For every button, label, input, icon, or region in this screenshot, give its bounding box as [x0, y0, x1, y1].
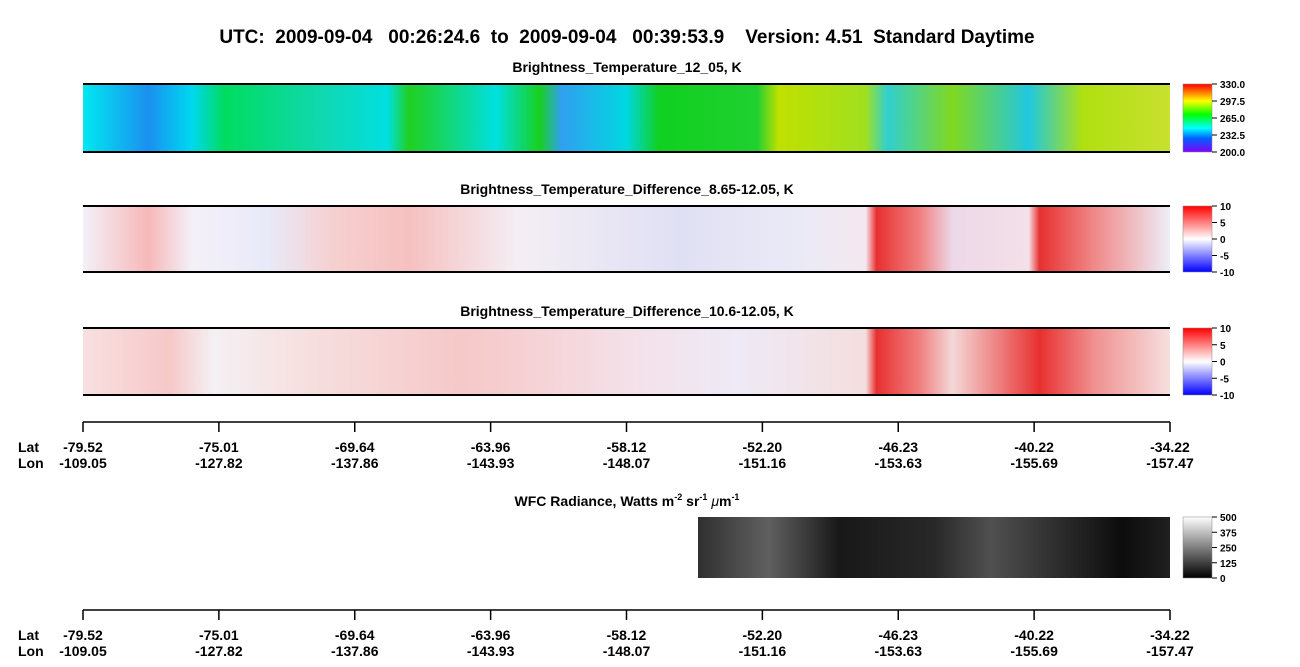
lat-tick-label: -46.23	[878, 439, 918, 455]
panel-title: Brightness_Temperature_Difference_10.6-1…	[460, 303, 794, 319]
lon-tick-label: -157.47	[1146, 643, 1194, 659]
superscript: -1	[731, 492, 739, 502]
lat-tick-label: -75.01	[199, 627, 239, 643]
lon-tick-label: -109.05	[59, 455, 107, 471]
colorbar-label: -5	[1220, 374, 1229, 385]
colorbar-label: 232.5	[1220, 131, 1245, 142]
lat-tick-label: -63.96	[471, 439, 511, 455]
lon-tick-label: -155.69	[1010, 455, 1058, 471]
lat-tick-label: -40.22	[1014, 627, 1054, 643]
colorbar-label: 10	[1220, 324, 1232, 335]
lat-tick-label: -63.96	[471, 627, 511, 643]
lat-tick-label: -52.20	[743, 627, 783, 643]
wfc-title: WFC Radiance, Watts m-2 sr-1 μm-1	[515, 492, 740, 509]
colorbar-label: 5	[1220, 341, 1226, 352]
lat-label: Lat	[18, 627, 39, 643]
colorbar-label: 0	[1220, 574, 1226, 585]
panel-title: Brightness_Temperature_Difference_8.65-1…	[460, 181, 794, 197]
wfc-image	[698, 517, 1170, 578]
lon-tick-label: -155.69	[1010, 643, 1058, 659]
colorbar-label: 297.5	[1220, 97, 1245, 108]
lat-tick-label: -79.52	[63, 627, 103, 643]
lon-tick-label: -148.07	[603, 643, 651, 659]
superscript: -1	[699, 492, 707, 502]
lat-tick-label: -34.22	[1150, 627, 1190, 643]
superscript: -2	[674, 492, 682, 502]
lat-tick-label: -58.12	[607, 439, 647, 455]
title-part: sr	[682, 493, 700, 509]
colorbar-label: 5	[1220, 219, 1226, 230]
title-part: μ	[710, 493, 719, 509]
lon-tick-label: -143.93	[467, 643, 515, 659]
lon-tick-label: -137.86	[331, 643, 379, 659]
colorbar-label: 0	[1220, 358, 1226, 369]
lon-tick-label: -151.16	[739, 643, 787, 659]
colorbar	[1182, 83, 1213, 153]
panel-title: Brightness_Temperature_12_05, K	[512, 59, 741, 75]
colorbar-label: 125	[1220, 559, 1237, 570]
colorbar-label: 375	[1220, 528, 1237, 539]
lat-tick-label: -69.64	[335, 439, 375, 455]
title-part: WFC Radiance, Watts m	[515, 493, 675, 509]
lat-tick-label: -58.12	[607, 627, 647, 643]
lat-tick-label: -40.22	[1014, 439, 1054, 455]
lat-tick-label: -52.20	[743, 439, 783, 455]
lon-tick-label: -109.05	[59, 643, 107, 659]
lon-tick-label: -137.86	[331, 455, 379, 471]
colorbar-label: 265.0	[1220, 114, 1245, 125]
image-borders	[83, 83, 1170, 396]
lat-tick-label: -69.64	[335, 627, 375, 643]
colorbar	[1182, 516, 1213, 579]
colorbar	[1182, 205, 1213, 273]
lon-label: Lon	[18, 643, 44, 659]
lat-tick-label: -34.22	[1150, 439, 1190, 455]
colorbar-label: 250	[1220, 544, 1237, 555]
page-title: UTC: 2009-09-04 00:26:24.6 to 2009-09-04…	[219, 27, 1034, 48]
colorbar-label: 500	[1220, 513, 1237, 524]
colorbar-label: 330.0	[1220, 80, 1245, 91]
colorbar-label: -5	[1220, 252, 1229, 263]
colorbar-label: 200.0	[1220, 148, 1245, 159]
lon-tick-label: -148.07	[603, 455, 651, 471]
lat-label: Lat	[18, 439, 39, 455]
lon-tick-label: -151.16	[739, 455, 787, 471]
colorbar-label: 10	[1220, 202, 1232, 213]
btd-image	[83, 328, 1170, 395]
colorbar-label: 0	[1220, 235, 1226, 246]
lon-tick-label: -153.63	[875, 643, 923, 659]
lon-tick-label: -143.93	[467, 455, 515, 471]
colorbar	[1182, 327, 1213, 396]
colorbar-label: -10	[1220, 268, 1235, 279]
lon-tick-label: -157.47	[1146, 455, 1194, 471]
bt-image	[83, 84, 1170, 152]
lat-tick-label: -79.52	[63, 439, 103, 455]
lon-tick-label: -153.63	[875, 455, 923, 471]
lon-label: Lon	[18, 455, 44, 471]
btd-image	[83, 206, 1170, 272]
lon-tick-label: -127.82	[195, 643, 243, 659]
lat-tick-label: -46.23	[878, 627, 918, 643]
lat-tick-label: -75.01	[199, 439, 239, 455]
lon-tick-label: -127.82	[195, 455, 243, 471]
colorbar-label: -10	[1220, 391, 1235, 402]
title-part: m	[719, 493, 731, 509]
